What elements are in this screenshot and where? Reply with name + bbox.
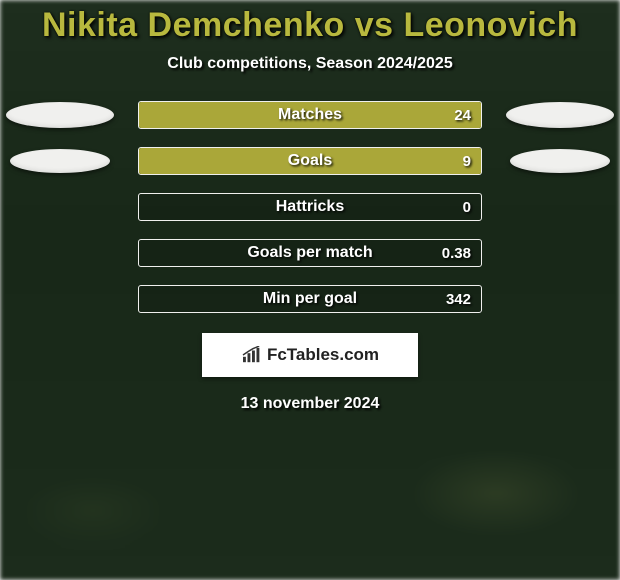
player-badge-left [6, 102, 114, 128]
player-badge-right [510, 149, 610, 173]
left-badge-slot [4, 239, 116, 267]
stat-value: 0 [463, 199, 471, 216]
left-badge-slot [4, 147, 116, 175]
logo-text: FcTables.com [267, 345, 379, 365]
right-badge-slot [504, 193, 616, 221]
date-label: 13 november 2024 [241, 395, 380, 413]
stat-bar: Min per goal 342 [138, 285, 482, 313]
stat-label: Goals [139, 152, 481, 170]
stat-value: 342 [446, 291, 471, 308]
right-badge-slot [504, 101, 616, 129]
subtitle: Club competitions, Season 2024/2025 [167, 55, 452, 73]
stat-row: Goals 9 [0, 147, 620, 175]
stat-label: Matches [139, 106, 481, 124]
stat-row: Goals per match 0.38 [0, 239, 620, 267]
stat-bar: Hattricks 0 [138, 193, 482, 221]
stat-value: 0.38 [442, 245, 471, 262]
stat-label: Min per goal [139, 290, 481, 308]
stat-label: Goals per match [139, 244, 481, 262]
stat-bar: Matches 24 [138, 101, 482, 129]
right-badge-slot [504, 147, 616, 175]
stat-row: Hattricks 0 [0, 193, 620, 221]
right-badge-slot [504, 285, 616, 313]
stat-label: Hattricks [139, 198, 481, 216]
stat-value: 9 [463, 153, 471, 170]
page-title: Nikita Demchenko vs Leonovich [42, 6, 578, 45]
left-badge-slot [4, 285, 116, 313]
stat-bar: Goals 9 [138, 147, 482, 175]
stat-value: 24 [454, 107, 471, 124]
player-badge-right [506, 102, 614, 128]
stat-row: Matches 24 [0, 101, 620, 129]
logo: FcTables.com [202, 333, 418, 377]
chart-icon [241, 346, 263, 364]
stat-bar: Goals per match 0.38 [138, 239, 482, 267]
stats-container: Matches 24 Goals 9 Hattr [0, 101, 620, 313]
left-badge-slot [4, 193, 116, 221]
stat-row: Min per goal 342 [0, 285, 620, 313]
left-badge-slot [4, 101, 116, 129]
player-badge-left [10, 149, 110, 173]
right-badge-slot [504, 239, 616, 267]
